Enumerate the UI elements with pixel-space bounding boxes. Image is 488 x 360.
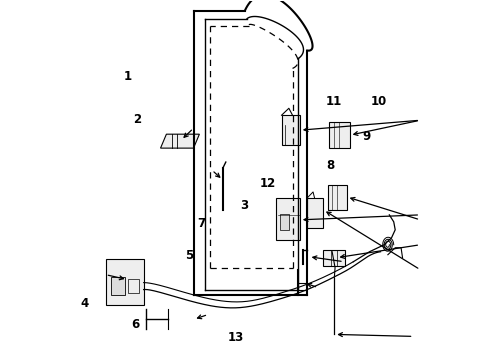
- Bar: [110, 276, 125, 294]
- Polygon shape: [160, 134, 199, 148]
- Bar: [306, 198, 323, 228]
- Bar: [280, 214, 288, 230]
- Text: 4: 4: [81, 297, 89, 310]
- Bar: [276, 198, 299, 240]
- Text: 3: 3: [240, 199, 248, 212]
- Text: 9: 9: [362, 130, 370, 144]
- Bar: [328, 122, 349, 148]
- Text: 7: 7: [197, 216, 205, 230]
- Bar: [327, 185, 346, 210]
- Text: 10: 10: [370, 95, 386, 108]
- Text: 1: 1: [123, 69, 132, 82]
- Text: 12: 12: [259, 177, 275, 190]
- Text: 6: 6: [131, 318, 139, 331]
- Bar: [127, 279, 138, 293]
- Bar: [323, 250, 345, 266]
- Text: 11: 11: [325, 95, 342, 108]
- Bar: [281, 115, 299, 145]
- Bar: [105, 259, 143, 305]
- Text: 5: 5: [184, 249, 193, 262]
- Text: 8: 8: [326, 159, 334, 172]
- Text: 13: 13: [227, 330, 243, 343]
- Text: 2: 2: [133, 113, 141, 126]
